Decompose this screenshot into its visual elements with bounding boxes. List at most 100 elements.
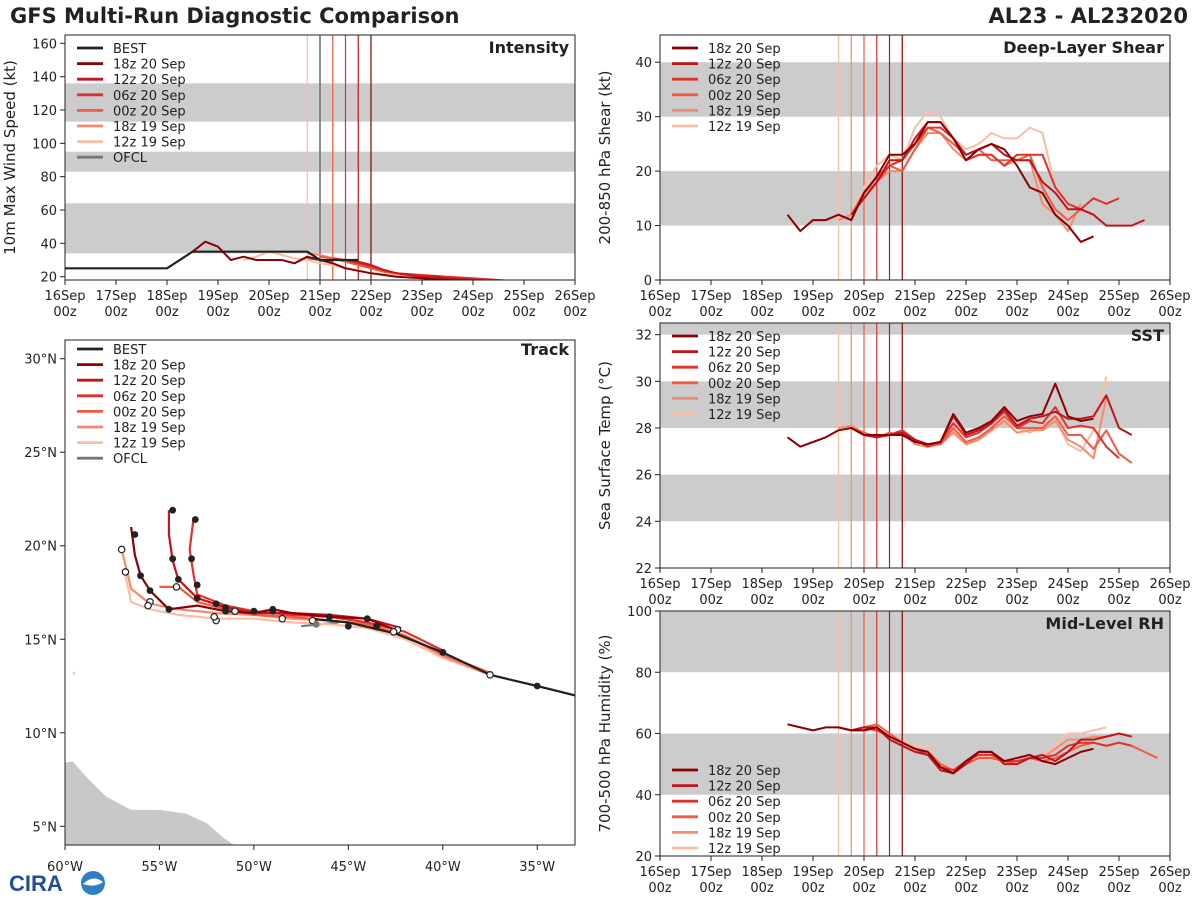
rh-xtick-label: 00z: [750, 881, 774, 896]
sst-legend-label: 06z 20 Sep: [708, 361, 781, 376]
sst-legend-label: 00z 20 Sep: [708, 377, 781, 392]
sst-xtick-label: 00z: [648, 593, 672, 608]
shear-legend-label: 00z 20 Sep: [708, 89, 781, 104]
rh-xtick-label: 00z: [1005, 881, 1029, 896]
rh-ytick-label: 20: [635, 850, 652, 865]
rh-xtick-label: 21Sep: [894, 865, 935, 880]
track-legend-label: OFCL: [113, 452, 148, 467]
shear-xtick-label: 19Sep: [792, 289, 833, 304]
intensity-xtick-label: 26Sep: [554, 289, 595, 304]
track-position-dot: [363, 615, 371, 623]
track-xtick-label: 35°W: [519, 860, 555, 875]
intensity-xtick-label: 00z: [563, 305, 587, 320]
sst-ytick-label: 24: [635, 515, 652, 530]
track-ytick-label: 30°N: [24, 353, 57, 368]
rh-ytick-label: 100: [627, 605, 652, 620]
rh-xtick-label: 00z: [648, 881, 672, 896]
track-position-dot: [312, 620, 320, 628]
sst-band: [660, 474, 1170, 522]
intensity-ytick-label: 60: [40, 204, 57, 219]
intensity-xtick-label: 00z: [206, 305, 230, 320]
track-legend-label: 12z 20 Sep: [113, 374, 186, 389]
rh-title: Mid-Level RH: [1045, 614, 1164, 633]
shear-xtick-label: 00z: [801, 305, 825, 320]
cira-logo: CIRA: [9, 871, 105, 896]
track-frame: [64, 339, 576, 846]
storm-id: AL23 - AL232020: [988, 4, 1189, 28]
shear-xtick-label: 16Sep: [639, 289, 680, 304]
track-position-dot: [533, 682, 541, 690]
track-legend-label: 18z 20 Sep: [113, 359, 186, 374]
rh-xtick-label: 18Sep: [741, 865, 782, 880]
track-ytick-label: 5°N: [33, 820, 58, 835]
intensity-xtick-label: 25Sep: [503, 289, 544, 304]
track-position-dot: [269, 607, 277, 615]
sst-xtick-label: 00z: [1056, 593, 1080, 608]
intensity-xtick-label: 19Sep: [197, 289, 238, 304]
sst-ytick-label: 26: [635, 469, 652, 484]
track-panel: 60°W 55°W 50°W 45°W 40°W 35°W 5°N 10°N 15°N 20°N 2…: [24, 339, 576, 875]
track-xtick-label: 60°W: [47, 860, 83, 875]
shear-xtick-label: 00z: [903, 305, 927, 320]
sst-xtick-label: 00z: [750, 593, 774, 608]
track-legend-label: 06z 20 Sep: [113, 390, 186, 405]
shear-ytick-label: 40: [635, 56, 652, 71]
logo-swirl-icon: [83, 878, 103, 886]
intensity-xtick-label: 00z: [53, 305, 77, 320]
shear-xtick-label: 23Sep: [996, 289, 1037, 304]
track-position-open-dot: [389, 627, 398, 636]
track-legend-label: BEST: [113, 343, 146, 358]
track-position-dot: [439, 648, 447, 656]
sst-xtick-label: 00z: [1158, 593, 1182, 608]
rh-xtick-label: 22Sep: [945, 865, 986, 880]
shear-legend-label: 06z 20 Sep: [708, 73, 781, 88]
track-series-18z-19-sep: [120, 549, 491, 676]
rh-band: [660, 611, 1170, 673]
intensity-xtick-label: 00z: [410, 305, 434, 320]
rh-xtick-label: 17Sep: [690, 865, 731, 880]
track-position-open-dot: [172, 583, 181, 591]
track-xtick-label: 40°W: [425, 860, 461, 875]
intensity-ytick-label: 40: [40, 237, 57, 252]
track-xtick-label: 45°W: [330, 860, 366, 875]
shear-xtick-label: 18Sep: [741, 289, 782, 304]
track-position-dot: [250, 607, 258, 615]
shear-ytick-label: 20: [635, 165, 652, 180]
intensity-series-group: [65, 240, 514, 280]
rh-legend-label: 18z 20 Sep: [708, 764, 781, 779]
rh-xtick-label: 00z: [1158, 881, 1182, 896]
rh-xtick-label: 00z: [852, 881, 876, 896]
shear-ylabel: 200-850 hPa Shear (kt): [596, 71, 614, 245]
intensity-legend-label: 18z 19 Sep: [113, 120, 186, 135]
intensity-legend-label: OFCL: [113, 151, 148, 166]
sst-ytick-label: 28: [635, 422, 652, 437]
shear-xtick-label: 00z: [852, 305, 876, 320]
shear-series-group: [786, 110, 1145, 243]
track-xtick-label: 55°W: [141, 860, 177, 875]
sst-legend-label: 18z 20 Sep: [708, 330, 781, 345]
rh-xtick-label: 23Sep: [996, 865, 1037, 880]
track-position-dot: [146, 587, 154, 595]
sst-series-18z-20-sep: [786, 382, 1094, 448]
sst-ytick-label: 22: [635, 562, 652, 577]
sst-xtick-label: 19Sep: [792, 577, 833, 592]
rh-legend-label: 06z 20 Sep: [708, 795, 781, 810]
sst-ylabel: Sea Surface Temp (°C): [596, 361, 614, 530]
intensity-xtick-label: 24Sep: [452, 289, 493, 304]
intensity-ylabel: 10m Max Wind Speed (kt): [1, 60, 19, 255]
rh-ytick-label: 60: [635, 728, 652, 743]
intensity-xtick-label: 00z: [461, 305, 485, 320]
track-position-dot: [174, 576, 182, 583]
track-legend-label: 18z 19 Sep: [113, 421, 186, 436]
intensity-series-best: [65, 250, 359, 270]
sst-series-12z-20-sep: [850, 394, 1133, 446]
intensity-legend-label: 00z 20 Sep: [113, 104, 186, 119]
track-position-dot: [326, 613, 333, 621]
intensity-xtick-label: 00z: [155, 305, 179, 320]
sst-xtick-label: 20Sep: [843, 577, 884, 592]
intensity-legend-label: 12z 19 Sep: [113, 136, 186, 151]
sst-legend-label: 12z 19 Sep: [708, 408, 781, 423]
shear-xtick-label: 00z: [648, 305, 672, 320]
shear-ytick-label: 30: [635, 111, 652, 126]
